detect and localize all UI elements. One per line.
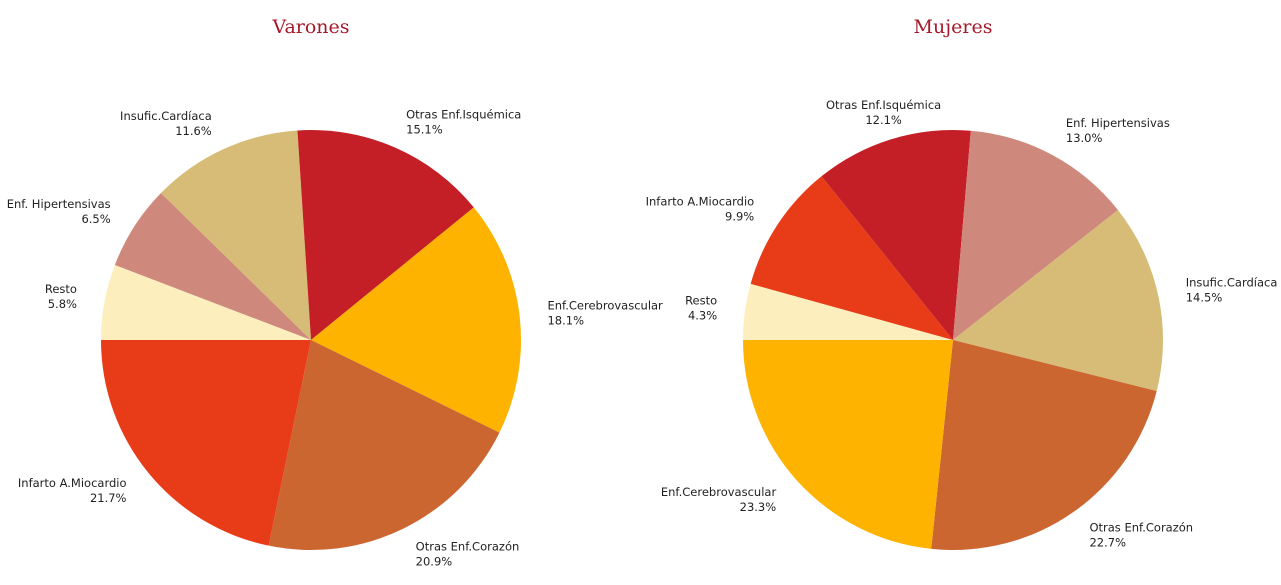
pie-slice: [931, 340, 1157, 551]
slice-value-label: 15.1%: [406, 122, 443, 136]
slice-label: Infarto A.Miocardio: [18, 476, 127, 490]
slice-label: Otras Enf.Isquémica: [406, 107, 521, 121]
slice-label: Resto: [45, 282, 77, 296]
slice-value-label: 11.6%: [175, 124, 212, 138]
slice-value-label: 20.9%: [416, 554, 453, 568]
pie-slice: [160, 130, 311, 340]
slice-label: Enf.Cerebrovascular: [547, 299, 663, 313]
slice-value-label: 5.8%: [48, 297, 77, 311]
pie-slice: [101, 264, 311, 340]
pie-slice: [743, 283, 953, 340]
slice-value-label: 9.9%: [725, 210, 754, 224]
slice-label: Otras Enf.Corazón: [1089, 520, 1193, 534]
pie-slice: [297, 130, 474, 340]
slice-value-label: 4.3%: [688, 308, 717, 322]
pie-slice: [953, 210, 1163, 392]
slice-value-label: 13.0%: [1066, 131, 1103, 145]
pie-slice: [114, 193, 312, 340]
slice-label: Enf.Cerebrovascular: [661, 485, 777, 499]
slice-label: Insufic.Cardíaca: [1186, 276, 1278, 290]
slice-label: Otras Enf.Corazón: [416, 539, 520, 553]
slice-label: Enf. Hipertensivas: [1066, 116, 1170, 130]
pie-slice: [743, 340, 953, 549]
pie-slice: [268, 340, 500, 551]
chart-title: Mujeres: [914, 16, 993, 38]
slice-label: Resto: [685, 293, 717, 307]
slice-value-label: 22.7%: [1089, 535, 1126, 549]
pie-slice: [311, 207, 521, 433]
slice-label: Enf. Hipertensivas: [7, 197, 111, 211]
slice-value-label: 18.1%: [547, 314, 584, 328]
slice-label: Infarto A.Miocardio: [646, 195, 755, 209]
pie-slice: [821, 130, 971, 340]
pie-slice: [750, 176, 953, 340]
slice-value-label: 21.7%: [90, 491, 127, 505]
slice-label: Otras Enf.Isquémica: [826, 98, 941, 112]
pie-slice: [953, 130, 1118, 340]
slice-value-label: 12.1%: [865, 113, 902, 127]
slice-value-label: 6.5%: [81, 212, 110, 226]
pie-slice: [100, 340, 311, 546]
slice-label: Insufic.Cardíaca: [120, 109, 212, 123]
slice-value-label: 14.5%: [1186, 291, 1223, 305]
slice-value-label: 23.3%: [740, 500, 777, 514]
chart-title: Varones: [271, 16, 349, 38]
